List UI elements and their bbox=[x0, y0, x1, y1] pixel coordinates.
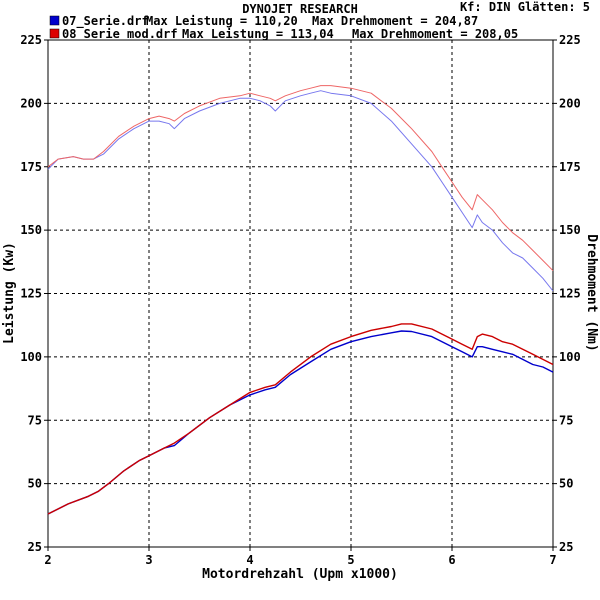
series-line-torque-serie-mod bbox=[47, 85, 554, 272]
y2-tick-label: 125 bbox=[559, 287, 581, 301]
series-line-power-serie-mod bbox=[47, 323, 554, 515]
y2-tick-label: 25 bbox=[559, 540, 573, 554]
y-tick-label: 125 bbox=[20, 287, 42, 301]
x-tick-label: 6 bbox=[448, 553, 455, 567]
x-tick-label: 7 bbox=[549, 553, 556, 567]
x-tick-label: 2 bbox=[44, 553, 51, 567]
x-axis-label: Motordrehzahl (Upm x1000) bbox=[202, 567, 398, 582]
x-tick-label: 5 bbox=[347, 553, 354, 567]
x-tick-label: 3 bbox=[145, 553, 152, 567]
y2-tick-label: 100 bbox=[559, 350, 581, 364]
settings-label: Kf: DIN Glätten: 5 bbox=[460, 0, 590, 14]
y-tick-label: 25 bbox=[28, 540, 42, 554]
x-tick-label: 4 bbox=[246, 553, 253, 567]
legend-power-1: Max Leistung = 110,20 bbox=[146, 14, 298, 28]
y-tick-label: 200 bbox=[20, 96, 42, 110]
legend-torque-1: Max Drehmoment = 204,87 bbox=[312, 14, 478, 28]
y-tick-label: 50 bbox=[28, 477, 42, 491]
series-line-torque-serie bbox=[47, 90, 554, 292]
y-axis-left: 25 50 75 100 125 150 175 200 225 bbox=[20, 33, 48, 554]
legend-power-2: Max Leistung = 113,04 bbox=[182, 27, 334, 41]
legend-swatch-1 bbox=[49, 15, 60, 26]
legend-swatch-2 bbox=[49, 28, 60, 39]
series-lines bbox=[47, 85, 554, 515]
y2-axis-label: Drehmoment (Nm) bbox=[584, 234, 599, 351]
y2-tick-label: 150 bbox=[559, 223, 581, 237]
chart-title: DYNOJET RESEARCH bbox=[242, 2, 358, 16]
y-tick-label: 150 bbox=[20, 223, 42, 237]
grid-lines bbox=[48, 40, 553, 547]
y-tick-label: 75 bbox=[28, 413, 42, 427]
legend-file-2: 08_Serie_mod.drf bbox=[62, 27, 178, 42]
y-axis-label: Leistung (Kw) bbox=[2, 242, 17, 344]
y2-tick-label: 225 bbox=[559, 33, 581, 47]
y-tick-label: 225 bbox=[20, 33, 42, 47]
y2-tick-label: 200 bbox=[559, 96, 581, 110]
y2-tick-label: 50 bbox=[559, 477, 573, 491]
legend-torque-2: Max Drehmoment = 208,05 bbox=[352, 27, 518, 41]
y-axis-right: 25 50 75 100 125 150 175 200 225 bbox=[553, 33, 581, 554]
y2-tick-label: 175 bbox=[559, 160, 581, 174]
y-tick-label: 100 bbox=[20, 350, 42, 364]
y2-tick-label: 75 bbox=[559, 413, 573, 427]
x-axis: 2 3 4 5 6 7 bbox=[44, 547, 557, 567]
legend-file-1: 07_Serie.drf bbox=[62, 14, 149, 29]
y-tick-label: 175 bbox=[20, 160, 42, 174]
